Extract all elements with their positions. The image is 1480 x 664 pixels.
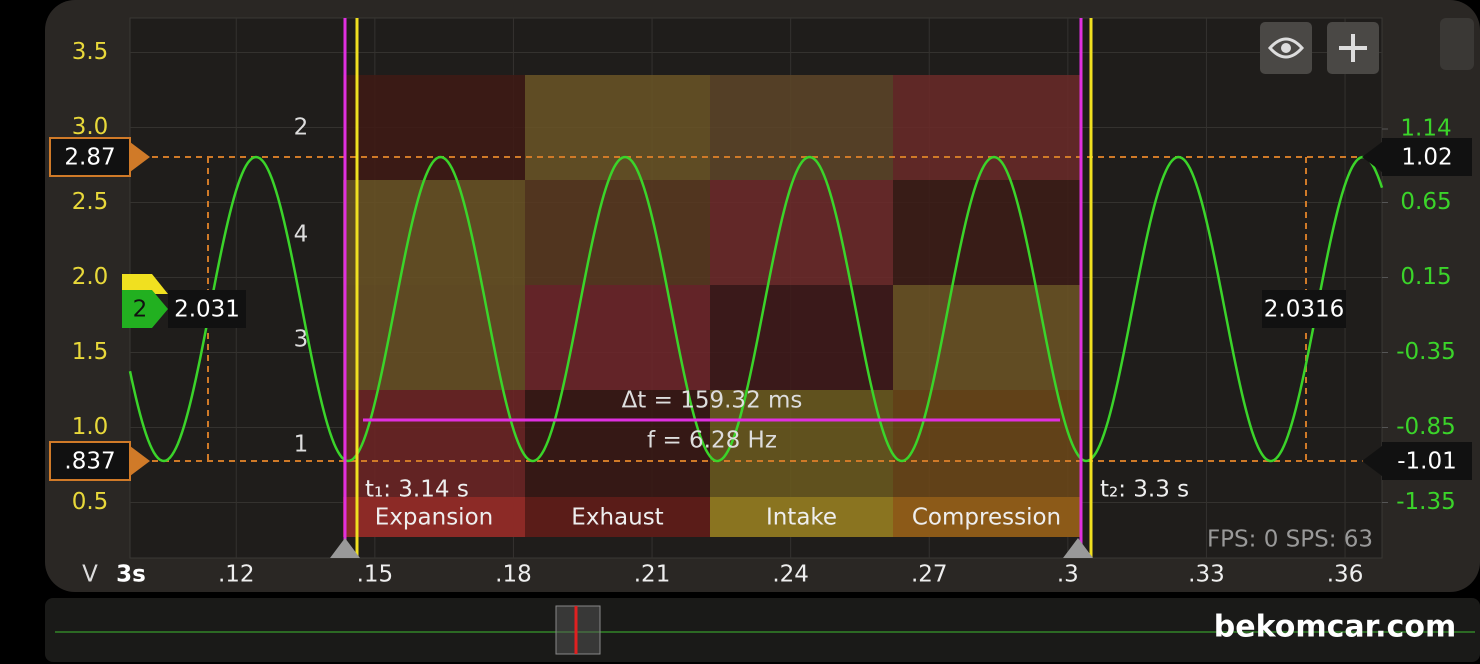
stroke-band [343,497,525,537]
cylinder-cell [343,285,525,390]
left-high: 2.87 [64,145,115,171]
y-tick-label: 2.5 [72,189,109,215]
x-tick-label: .3 [1057,562,1079,588]
x-tick-label: .12 [218,562,255,588]
stroke-label: Intake [766,505,837,531]
right-high: 1.02 [1401,145,1452,171]
cursor-t2: t₂: 3.3 s [1100,477,1189,503]
watermark: bekomcar.com [1214,610,1456,645]
cylinder-label: 2 [294,115,309,141]
cylinder-label: 3 [294,327,309,353]
cylinder-label: 1 [294,432,309,458]
right-low: -1.01 [1397,449,1457,475]
y-tick-label: 1.5 [72,339,109,365]
cylinder-cell [893,285,1080,390]
cylinder-cell [710,180,893,285]
stroke-band [525,497,710,537]
readout-box [1382,138,1472,176]
readout-box [1262,290,1346,328]
y-tick-label: 0.5 [72,489,109,515]
x-tick-label: .24 [772,562,809,588]
x-tick-label: .18 [495,562,532,588]
stroke-band [893,497,1080,537]
plus-icon [1339,34,1367,62]
cylinder-cell [710,390,893,497]
channel-number: 2 [133,297,148,323]
status: FPS: 0 SPS: 63 [1207,527,1373,553]
x-tick-label: .21 [634,562,671,588]
y2-tick-label: -0.85 [1396,414,1456,440]
channel-left: 2.031 [174,297,240,323]
overview-window[interactable] [555,605,601,655]
y-tick-label: 2.0 [72,264,109,290]
channel-right: 2.0316 [1264,297,1344,323]
cylinder-cell [343,180,525,285]
marker[interactable] [130,142,150,172]
y-tick-label: 3.5 [72,39,109,65]
y-tick-label: 1.0 [72,414,109,440]
x-tick-label: .36 [1327,562,1364,588]
cylinder-cell [525,285,710,390]
y2-tick-label: -0.35 [1396,339,1456,365]
delta-t: Δt = 159.32 ms [622,388,803,414]
cylinder-cell [893,180,1080,285]
cursor-t1: t₁: 3.14 s [365,477,469,503]
stroke-band [710,497,893,537]
cursor-handle[interactable] [1063,538,1093,558]
channel-marker[interactable] [122,290,168,328]
readout-box [168,290,246,328]
y2-tick-label: 0.15 [1400,264,1451,290]
cylinder-cell [893,75,1080,180]
cylinder-cell [710,285,893,390]
left-low: .837 [64,449,115,475]
stroke-label: Expansion [375,505,493,531]
cursor-dashes [130,156,1382,462]
cylinder-cell [525,390,710,497]
waveform [128,155,1384,463]
cylinder-cell [525,180,710,285]
y2-tick-label: 0.65 [1400,189,1451,215]
marker[interactable] [1362,142,1382,172]
cylinder-cell [343,75,525,180]
y-tick-label: 3.0 [72,114,109,140]
x-tick-label: .27 [911,562,948,588]
stroke-label: Exhaust [571,505,663,531]
cursor-handle[interactable] [330,538,360,558]
frequency: f = 6.28 Hz [647,428,777,454]
readout-box [49,137,131,177]
side-handle[interactable] [1440,18,1474,70]
time-start: 3s [116,562,146,588]
x-tick-label: .15 [357,562,394,588]
cylinder-label: 4 [294,222,309,248]
y2-tick-label: -1.35 [1396,489,1456,515]
readout-box [1382,442,1472,480]
cylinder-cell [525,75,710,180]
eye-icon [1267,37,1305,59]
overview-bar[interactable] [45,598,1480,662]
marker[interactable] [130,446,150,476]
eye-icon [1281,43,1291,53]
y2-tick-label: 1.14 [1400,116,1451,142]
channel-marker[interactable] [122,274,168,294]
unit-label: V [82,562,98,588]
marker[interactable] [1362,446,1382,476]
x-tick-label: .33 [1188,562,1225,588]
stroke-label: Compression [912,505,1061,531]
cylinder-cell [893,390,1080,497]
